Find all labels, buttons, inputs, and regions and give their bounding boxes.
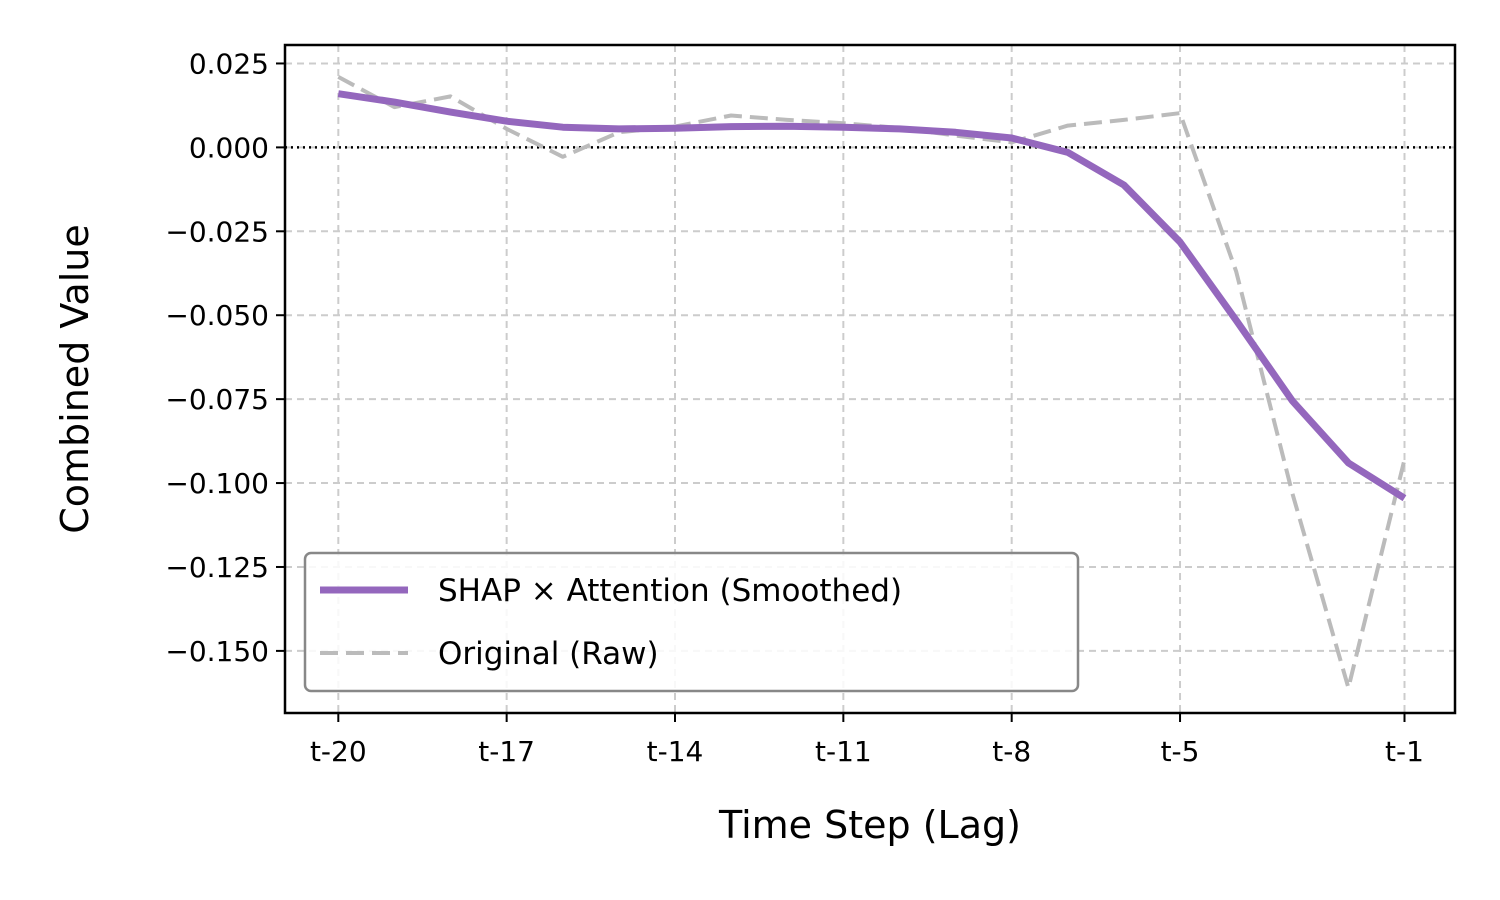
axis-ticks: t-20 t-17 t-14 t-11 t-8 t-5 t-1 0.025 0.000 −0.02…: [165, 47, 1424, 768]
legend: SHAP × Attention (Smoothed) Original (Raw…: [303, 551, 1080, 693]
x-tick-label: t-20: [310, 735, 367, 768]
y-tick-label: −0.025: [165, 215, 269, 248]
series-lines: [337, 75, 1407, 690]
y-tick-label: −0.050: [165, 299, 269, 332]
y-tick-label: 0.025: [189, 47, 269, 80]
x-tick-label: t-1: [1385, 735, 1424, 768]
x-tick-label: t-11: [815, 735, 872, 768]
y-tick-label: 0.000: [189, 131, 269, 164]
y-tick-label: −0.150: [165, 635, 269, 668]
legend-label: SHAP × Attention (Smoothed): [438, 573, 902, 609]
y-tick-label: −0.075: [165, 383, 269, 416]
plot-frame: [283, 43, 1457, 715]
x-tick-label: t-17: [478, 735, 535, 768]
y-tick-label: −0.125: [165, 551, 269, 584]
legend-box: [303, 551, 1080, 693]
x-tick-label: t-5: [1161, 735, 1200, 768]
x-tick-label: t-14: [647, 735, 704, 768]
y-axis-label: Combined Value: [53, 224, 97, 534]
legend-label: Original (Raw): [438, 636, 659, 672]
series-line-shap-attention-smoothed: [337, 90, 1407, 502]
x-axis-label: Time Step (Lag): [718, 803, 1021, 847]
x-tick-label: t-8: [992, 735, 1031, 768]
y-tick-label: −0.100: [165, 467, 269, 500]
